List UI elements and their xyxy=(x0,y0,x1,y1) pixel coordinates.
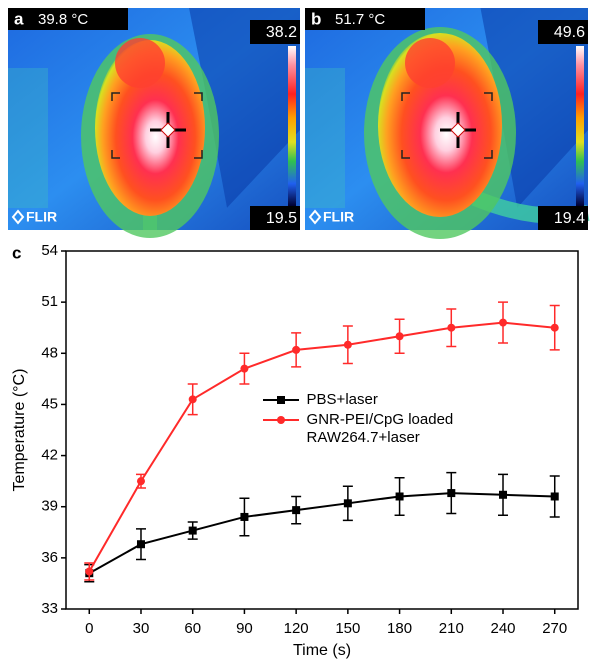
scale-min-box xyxy=(538,206,588,230)
head xyxy=(405,38,455,88)
bracket xyxy=(194,150,203,159)
legend-label: GNR-PEI/CpG loaded RAW264.7+laser xyxy=(306,410,454,446)
background-glow xyxy=(305,68,345,208)
y-axis-label: Temperature (°C) xyxy=(11,369,28,492)
marker xyxy=(343,499,352,508)
marker xyxy=(136,477,145,486)
scale-max-box xyxy=(538,20,588,44)
logo-icon xyxy=(11,209,25,225)
marker xyxy=(395,332,404,341)
y-tick-label: 33 xyxy=(41,600,58,617)
x-tick-label: 90 xyxy=(236,620,253,637)
scale-max: 38.2 xyxy=(266,24,297,41)
y-tick-label: 51 xyxy=(41,293,58,310)
background-texture xyxy=(189,8,300,208)
marker xyxy=(276,395,285,404)
x-tick-label: 270 xyxy=(542,620,567,637)
scale-min-box xyxy=(250,206,300,230)
spot-temperature: 51.7 °C xyxy=(335,11,385,28)
y-tick-label: 45 xyxy=(41,395,58,412)
x-tick-label: 180 xyxy=(387,620,412,637)
y-tick-label: 54 xyxy=(41,242,58,259)
background-glow xyxy=(8,68,48,208)
y-tick-label: 36 xyxy=(41,549,58,566)
y-tick-label: 48 xyxy=(41,344,58,361)
chart: c 33 36 39 42 45 48 51 54 0 30 60 90 120 150 180 210 240 2… xyxy=(11,242,579,659)
head xyxy=(115,38,165,88)
series-line xyxy=(88,492,555,575)
thermal-image: a 39.8 °C 38.2 19.5 FLIR xyxy=(8,8,300,238)
scale-max: 49.6 xyxy=(554,24,585,41)
logo: FLIR xyxy=(26,209,57,225)
series xyxy=(84,471,560,583)
x-tick-label: 30 xyxy=(133,620,150,637)
marker xyxy=(188,395,197,404)
background-texture xyxy=(480,8,588,208)
bracket xyxy=(194,92,203,101)
marker xyxy=(447,489,456,498)
legend: PBS+laser GNR-PEI/CpG loaded RAW264.7+las… xyxy=(261,391,477,449)
series xyxy=(84,301,560,581)
crosshair-center xyxy=(450,122,466,138)
legend-symbol xyxy=(262,415,299,424)
y-tick-label: 39 xyxy=(41,498,58,515)
marker xyxy=(240,364,249,373)
panel-label: b xyxy=(311,9,321,28)
spot-temperature: 39.8 °C xyxy=(38,11,88,28)
scale-bar xyxy=(288,46,296,206)
x-tick-label: 150 xyxy=(335,620,360,637)
bracket xyxy=(401,150,410,159)
thermal-image: b 51.7 °C 49.6 19.4 FLIR xyxy=(305,8,590,239)
marker xyxy=(447,323,456,332)
marker xyxy=(395,492,404,501)
panel-label: c xyxy=(12,243,21,262)
marker xyxy=(85,567,94,576)
series-line xyxy=(88,321,555,572)
panel-label: a xyxy=(14,9,24,28)
bracket xyxy=(401,92,410,101)
x-tick-label: 0 xyxy=(85,620,93,637)
bracket xyxy=(111,150,120,159)
legend-entry: PBS+laser xyxy=(261,391,477,409)
x-tick-label: 210 xyxy=(439,620,464,637)
marker xyxy=(240,512,249,521)
marker xyxy=(550,323,559,332)
crosshair-center xyxy=(160,122,176,138)
scale-min: 19.5 xyxy=(266,210,297,227)
logo: FLIR xyxy=(323,209,354,225)
bracket xyxy=(484,150,493,159)
scale-bar xyxy=(576,46,584,206)
bracket xyxy=(111,92,120,101)
x-tick-label: 120 xyxy=(284,620,309,637)
x-tick-label: 240 xyxy=(490,620,515,637)
legend-symbol xyxy=(262,395,299,404)
logo-icon xyxy=(308,209,322,225)
scale-min: 19.4 xyxy=(554,210,585,227)
marker xyxy=(499,490,508,499)
label-box xyxy=(305,8,425,30)
x-tick-label: 60 xyxy=(184,620,201,637)
bracket xyxy=(484,92,493,101)
marker xyxy=(499,318,508,327)
marker xyxy=(276,415,285,424)
body-hot xyxy=(378,33,502,217)
label-box xyxy=(8,8,128,30)
marker xyxy=(343,340,352,349)
y-tick-label: 42 xyxy=(41,447,58,464)
body-hot xyxy=(95,40,205,216)
thermal-images: a 39.8 °C 38.2 19.5 FLIR b 51.7 °C 49.6 19.4 FLIR xyxy=(8,8,590,239)
plot-frame xyxy=(65,250,579,610)
scale-max-box xyxy=(250,20,300,44)
legend-label: PBS+laser xyxy=(306,390,378,408)
marker xyxy=(292,506,301,515)
x-axis-label: Time (s) xyxy=(293,642,351,659)
marker xyxy=(188,526,197,535)
marker xyxy=(136,540,145,549)
marker xyxy=(292,345,301,354)
marker xyxy=(550,492,559,501)
legend-entry: GNR-PEI/CpG loaded RAW264.7+laser xyxy=(261,411,477,447)
